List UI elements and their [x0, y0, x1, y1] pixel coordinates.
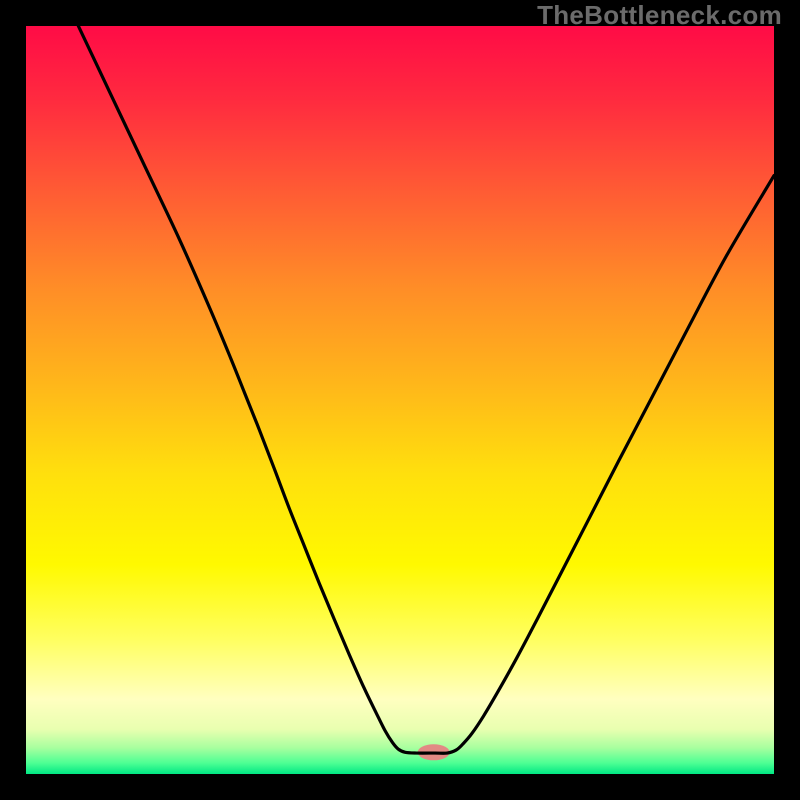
plot-area: [26, 26, 774, 774]
curve-layer: [26, 26, 774, 774]
watermark-text: TheBottleneck.com: [537, 0, 782, 31]
bottleneck-curve: [78, 26, 774, 753]
chart-canvas: TheBottleneck.com: [0, 0, 800, 800]
